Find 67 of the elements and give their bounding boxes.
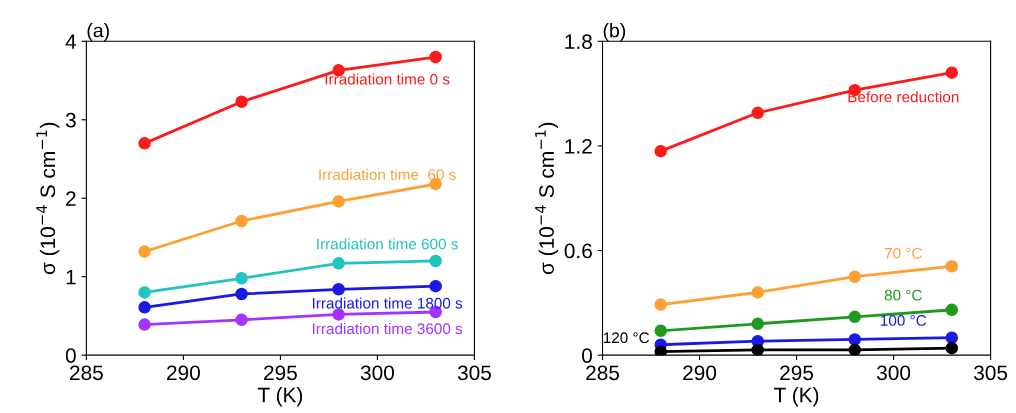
point [235,287,248,301]
point [654,324,667,338]
series-label: Irradiation time 3600 s [312,322,463,335]
series-label: 120 °C [603,332,650,344]
x-tick-label: 295 [780,365,814,381]
x-axis-title: T (K) [257,387,303,407]
x-tick-label: 290 [683,365,717,381]
y-tick-label: 1.8 [565,34,592,50]
point [945,259,959,273]
series-label: 80 °C [884,289,922,301]
point [138,137,151,150]
x-tick-label: 295 [264,365,297,381]
x-tick-label: 300 [360,365,394,381]
point [751,317,764,331]
x-tick-label: 290 [167,365,200,381]
point [945,303,959,317]
y-tick-label: 2 [66,191,76,206]
point [429,254,442,268]
point [429,50,442,64]
y-axis-title: σ (10$^{−4}$ S cm$^{−1}$) [535,122,559,275]
point [138,301,151,314]
x-tick-label: 305 [457,365,491,381]
point [654,345,667,356]
point [751,343,764,356]
point [945,66,959,79]
point [751,286,764,299]
point [945,341,959,355]
y-tick-label: 3 [65,112,76,128]
point [332,308,345,321]
point [429,279,442,293]
series-label: 100 °C [881,315,927,326]
point [751,106,764,120]
point [332,257,345,270]
y-axis-title: σ (10$^{−4}$ S cm$^{−1}$) [36,122,60,275]
y-tick-label: 0 [582,348,592,363]
point [235,214,248,228]
point [654,298,667,311]
series-label: 70 °C [884,247,922,259]
point [235,95,248,108]
point [848,333,862,346]
point [235,313,248,327]
point [848,310,862,324]
chart-title: (b) [603,23,626,42]
point [138,318,151,331]
point [332,283,345,296]
point [138,286,151,299]
y-tick-label: 0.6 [564,243,592,259]
point [332,195,345,208]
point [945,331,959,344]
series-label: Irradiation time 1800 s [312,297,463,309]
y-tick-label: 4 [65,34,77,49]
series-label: Irradiation time 0 s [325,73,450,85]
x-tick-label: 300 [876,365,911,381]
series-label: Irradiation time 600 s [317,238,458,250]
y-tick-label: 1.2 [565,138,592,154]
point [848,270,862,283]
point [235,272,248,285]
y-tick-label: 0 [65,348,76,363]
y-tick-label: 1 [66,269,76,285]
point [138,245,151,258]
x-tick-label: 305 [974,365,1008,381]
chart-title: (a) [87,23,109,42]
point [654,144,667,158]
x-tick-label: 285 [586,365,620,381]
point [848,343,862,356]
x-tick-label: 285 [70,365,103,381]
x-axis-title: T (K) [774,387,819,407]
